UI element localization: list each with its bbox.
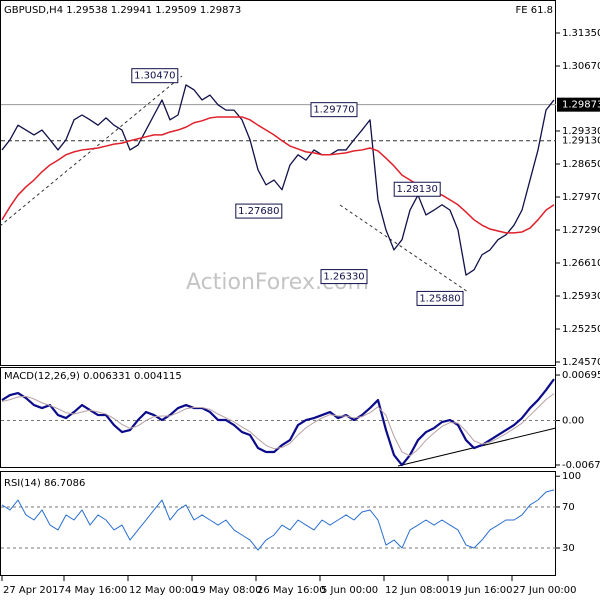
x-tick-label: 12 Jun 08:00: [385, 585, 449, 596]
y-tick-label: 1.28650: [562, 159, 600, 170]
x-tick-label: 4 May 16:00: [65, 585, 127, 596]
info-label: FE 61.8: [515, 5, 553, 16]
y-tick-label: 70: [562, 502, 575, 513]
y-tick-label: 1.31350: [562, 28, 600, 39]
x-tick-label: 27 Apr 2017: [3, 585, 65, 596]
price-label-box: [557, 97, 600, 112]
series-line: [1, 393, 555, 457]
annotation-label: 1.25880: [419, 293, 460, 304]
price-label: 1.29130: [562, 136, 600, 147]
x-tick-label: 5 Jun 00:00: [321, 585, 378, 596]
y-tick-label: 1.26610: [562, 258, 600, 269]
price-panel: [0, 0, 556, 366]
annotation-label: 1.30470: [134, 71, 175, 82]
y-tick-label: 100: [562, 471, 581, 482]
x-tick-label: 19 May 08:00: [193, 585, 262, 596]
y-tick-label: 1.27970: [562, 192, 600, 203]
chart-title: GBPUSD,H4 1.29538 1.29941 1.29509 1.2987…: [4, 5, 241, 16]
y-tick-label: 1.27290: [562, 225, 600, 236]
macd-panel: [0, 367, 556, 468]
annotation-box: [235, 203, 283, 219]
annotation-label: 1.26330: [323, 272, 364, 283]
x-tick-label: 19 Jun 16:00: [449, 585, 513, 596]
y-tick-label: 1.30670: [562, 61, 600, 72]
annotation-box: [320, 269, 368, 285]
rsi-panel: [0, 471, 556, 576]
y-tick-label: 0.006956: [562, 370, 600, 381]
series-line: [1, 84, 555, 276]
price-label: 1.29873: [562, 100, 600, 111]
annotation-box: [416, 290, 464, 306]
y-tick-label: 30: [562, 543, 575, 554]
rsi-title: RSI(14) 86.7086: [4, 478, 85, 489]
annotation-box: [310, 102, 358, 118]
x-tick-label: 26 May 16:00: [257, 585, 326, 596]
annotation-box: [393, 181, 441, 197]
y-tick-label: 1.25930: [562, 291, 600, 302]
x-tick-label: 12 May 00:00: [129, 585, 198, 596]
annotation-box: [131, 68, 179, 84]
y-tick-label: 0.00: [562, 416, 584, 427]
series-line: [1, 116, 555, 234]
annotation-label: 1.28130: [397, 184, 438, 195]
y-tick-label: -0.006789: [562, 460, 600, 471]
y-tick-label: 1.29330: [562, 126, 600, 137]
macd-title: MACD(12,26,9) 0.006331 0.004115: [4, 371, 182, 382]
annotation-label: 1.27680: [238, 206, 279, 217]
trend-line: [339, 204, 469, 293]
x-tick-label: 27 Jun 00:00: [513, 585, 577, 596]
y-tick-label: 1.24570: [562, 357, 600, 368]
series-line: [1, 489, 555, 551]
y-tick-label: 1.25250: [562, 324, 600, 335]
annotation-label: 1.29770: [313, 105, 354, 116]
